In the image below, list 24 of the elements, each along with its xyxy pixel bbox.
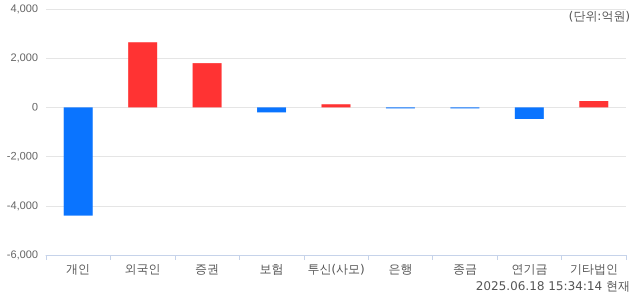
x-tick-label: 보험 [260, 262, 284, 276]
y-tick-label: 2,000 [10, 52, 38, 64]
x-tick-label: 개인 [66, 262, 90, 276]
text: 2025.06.18 15:34:14 현재 [476, 279, 630, 293]
annotation: (단위:억원) [568, 9, 630, 23]
x-tick-label: 증권 [195, 262, 220, 276]
bar [128, 42, 158, 108]
bar [257, 107, 286, 112]
y-tick-label: -2,000 [6, 150, 38, 163]
y-tick-label: 0 [32, 101, 38, 114]
x-tick-label: 투신(사모) [307, 262, 365, 276]
x-tick-label: 외국인 [124, 262, 161, 276]
x-tick-label: 연기금 [511, 262, 548, 276]
y-tick-label: -6,000 [6, 249, 38, 261]
x-tick-label: 은행 [388, 262, 412, 276]
bar [64, 107, 93, 216]
bar [192, 63, 222, 108]
x-tick-label: 종금 [452, 262, 477, 276]
y-tick-label: 4,000 [10, 3, 38, 15]
bar [514, 107, 544, 119]
x-tick-label: 기타법인 [570, 262, 618, 276]
y-tick-label: -4,000 [6, 200, 38, 212]
bar [579, 101, 608, 108]
bar [322, 104, 350, 108]
